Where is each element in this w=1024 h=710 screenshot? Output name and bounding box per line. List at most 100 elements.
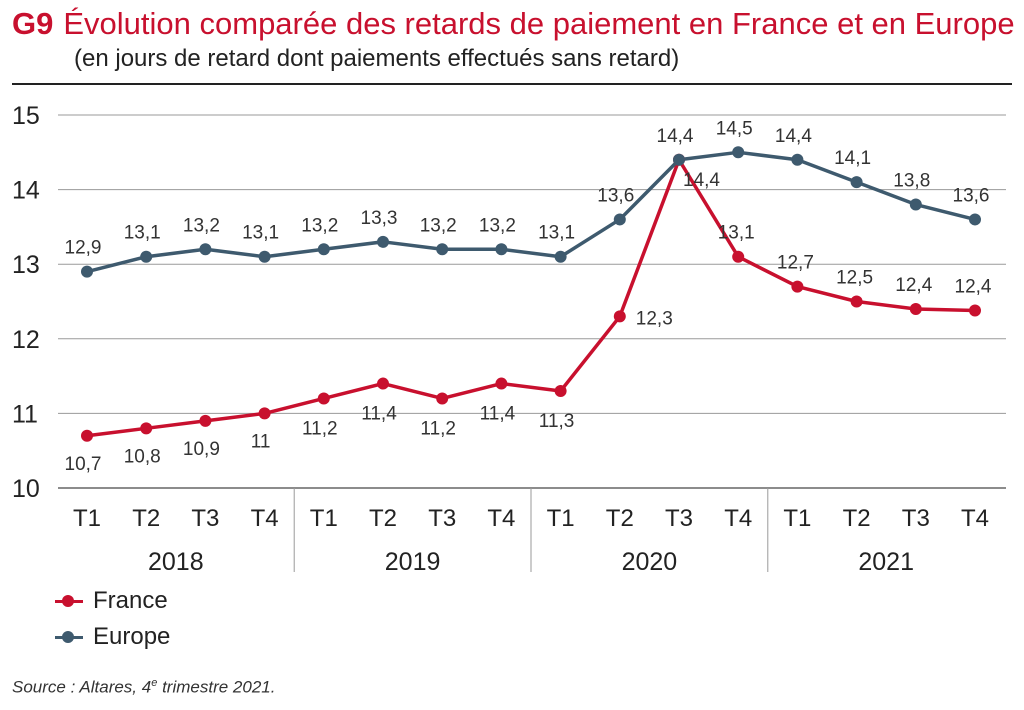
data-label-europe: 13,8 [893, 171, 930, 192]
x-tick-label: T4 [251, 505, 279, 532]
data-label-europe: 13,2 [301, 215, 338, 236]
data-point-france [850, 295, 863, 308]
data-label-europe: 13,6 [953, 185, 990, 206]
data-point-france [791, 280, 804, 293]
data-label-france: 12,5 [836, 268, 873, 289]
data-label-france: 12,4 [895, 275, 932, 296]
legend-label-europe: Europe [93, 623, 171, 650]
data-point-europe [436, 243, 449, 256]
data-point-europe [791, 153, 804, 166]
data-point-france [909, 302, 922, 315]
line-chart: 10 11 12 13 14 15 T1 T2 T3 T4 T1 T2 T3 T4 T1 T2 T3 T4 T1 T2… [12, 102, 1006, 576]
data-label-europe: 13,6 [597, 185, 634, 206]
y-tick-label: 15 [12, 102, 40, 130]
data-point-europe [81, 265, 93, 278]
source-sup: e [151, 677, 158, 689]
data-label-europe: 14,4 [775, 126, 812, 147]
legend-item-europe: Europe [55, 619, 170, 655]
data-point-europe [317, 243, 330, 256]
data-point-france [554, 385, 567, 398]
data-label-france: 12,7 [777, 253, 814, 274]
data-point-europe [613, 213, 626, 226]
year-label: 2021 [858, 548, 914, 576]
x-tick-label: T2 [369, 505, 397, 532]
data-label-france: 12,3 [636, 308, 673, 329]
x-tick-label: T2 [606, 505, 634, 532]
data-point-europe [909, 198, 922, 211]
data-point-france [732, 250, 745, 263]
series-line-france [86, 158, 976, 438]
chart-title: Évolution comparée des retards de paieme… [63, 6, 1015, 41]
data-point-europe [732, 146, 745, 159]
legend-item-france: France [55, 583, 170, 619]
data-label-europe: 13,3 [361, 208, 398, 229]
source-prefix: Source : Altares, 4 [12, 677, 152, 697]
x-tick-label: T3 [665, 505, 693, 532]
data-label-france: 11,3 [539, 411, 575, 432]
x-tick-label: T2 [843, 505, 871, 532]
x-tick-label: T3 [191, 505, 219, 532]
data-point-france [140, 422, 153, 435]
x-tick-label: T4 [961, 505, 989, 532]
year-label: 2019 [385, 548, 441, 576]
data-point-france [436, 392, 449, 405]
source-suffix: trimestre 2021. [157, 677, 276, 697]
data-point-europe [495, 243, 508, 256]
source-note: Source : Altares, 4e trimestre 2021. [12, 677, 275, 698]
legend: France Europe [55, 583, 170, 655]
data-label-europe: 13,1 [124, 223, 161, 244]
data-point-france [81, 429, 93, 442]
chart-code: G9 [12, 6, 54, 41]
y-tick-label: 13 [12, 251, 40, 279]
x-tick-label: T1 [310, 505, 338, 532]
data-point-france [969, 304, 981, 317]
data-point-europe [258, 250, 271, 263]
data-label-europe: 13,2 [420, 215, 457, 236]
y-tick-label: 14 [12, 177, 40, 205]
data-label-france: 11,2 [420, 418, 456, 439]
x-tick-label: T1 [783, 505, 811, 532]
data-point-europe [673, 153, 685, 166]
legend-label-france: France [93, 587, 168, 614]
data-point-france [199, 414, 212, 427]
data-label-france: 12,4 [955, 276, 992, 297]
x-tick-label: T4 [487, 505, 515, 532]
chart-header: G9 Évolution comparée des retards de paie… [12, 4, 1015, 74]
data-label-france: 11,2 [302, 418, 338, 439]
year-label: 2020 [622, 548, 678, 576]
year-label: 2018 [148, 548, 204, 576]
data-point-france [317, 392, 330, 405]
data-label-france: 14,4 [683, 170, 720, 191]
data-label-europe: 13,2 [479, 215, 516, 236]
data-label-france: 10,9 [183, 439, 220, 460]
data-point-europe [199, 243, 212, 256]
data-point-europe [969, 213, 981, 226]
data-label-europe: 12,9 [65, 238, 102, 259]
data-label-europe: 14,5 [716, 118, 753, 139]
header-rule [12, 83, 1012, 85]
data-label-france: 11,4 [480, 404, 516, 425]
data-point-europe [554, 250, 567, 263]
data-label-europe: 13,1 [538, 223, 575, 244]
x-tick-label: T4 [724, 505, 752, 532]
data-label-france: 13,1 [718, 223, 755, 244]
x-tick-label: T1 [547, 505, 575, 532]
data-point-france [377, 377, 389, 390]
series-line-europe [86, 150, 976, 274]
x-tick-label: T3 [902, 505, 930, 532]
y-tick-label: 10 [12, 475, 40, 503]
data-point-france [495, 377, 508, 390]
data-point-europe [140, 250, 153, 263]
legend-swatch-france [55, 594, 83, 608]
data-label-france: 11 [251, 431, 271, 452]
data-label-france: 10,7 [65, 454, 102, 475]
y-tick-label: 12 [12, 326, 40, 354]
data-point-europe [850, 176, 863, 189]
data-label-europe: 14,4 [657, 126, 694, 147]
data-label-europe: 13,2 [183, 215, 220, 236]
data-label-france: 10,8 [124, 446, 161, 467]
data-point-france [258, 407, 271, 420]
data-label-europe: 14,1 [834, 148, 871, 169]
title-line: G9 Évolution comparée des retards de paie… [12, 4, 1015, 44]
data-point-europe [377, 235, 389, 248]
